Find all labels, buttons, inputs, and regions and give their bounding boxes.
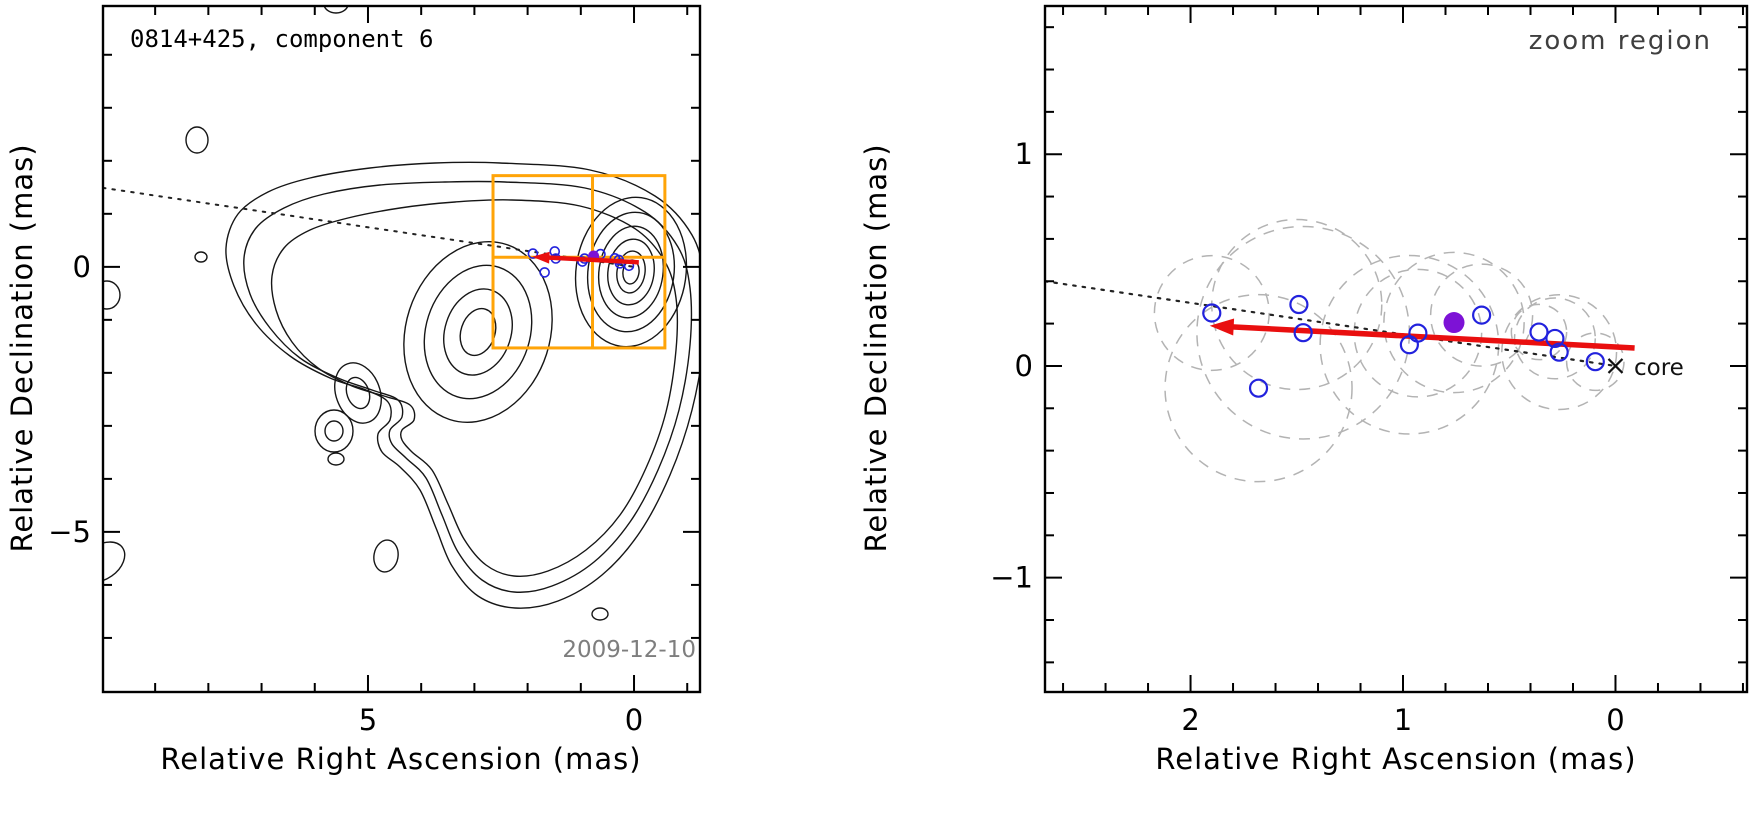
epoch-point bbox=[539, 267, 550, 278]
contour-envelope bbox=[270, 199, 679, 577]
contour-blob bbox=[327, 452, 345, 466]
component-size-circle bbox=[1383, 251, 1525, 394]
y-tick-label: 0 bbox=[73, 250, 91, 284]
epoch-point bbox=[1293, 323, 1313, 343]
component-size-circle bbox=[1513, 297, 1597, 380]
epoch-point bbox=[527, 248, 539, 259]
core-label: core bbox=[1634, 355, 1684, 381]
contour-blob bbox=[323, 6, 349, 14]
velocity-arrow-head bbox=[1209, 318, 1235, 336]
epoch-point bbox=[1585, 352, 1605, 372]
component-size-circle bbox=[1510, 303, 1568, 361]
zoom-box bbox=[491, 174, 667, 350]
contour-envelope bbox=[225, 161, 700, 609]
contour-blob bbox=[373, 539, 399, 573]
panel-border bbox=[1043, 4, 1749, 694]
epoch-point bbox=[1549, 342, 1569, 362]
jet-ridge-dotted-line bbox=[1045, 280, 1617, 368]
y-tick-label: −5 bbox=[48, 515, 91, 549]
contour-west-core bbox=[607, 238, 655, 306]
left-xaxis-label: Relative Right Ascension (mas) bbox=[160, 742, 641, 776]
component-size-circle bbox=[1319, 254, 1500, 435]
contour-blob bbox=[103, 280, 121, 310]
contour-blob bbox=[345, 376, 371, 410]
contour-east-lobe bbox=[443, 288, 513, 376]
component-size-circle bbox=[1501, 294, 1618, 411]
contour-west-core bbox=[597, 225, 665, 319]
contour-west-core bbox=[586, 211, 676, 333]
epoch-point bbox=[1408, 323, 1428, 343]
x-tick-label: 0 bbox=[1606, 703, 1624, 737]
y-tick-label: 1 bbox=[1015, 137, 1033, 171]
x-tick-label: 0 bbox=[625, 703, 643, 737]
contour-east-lobe bbox=[403, 241, 553, 423]
zoom-panel-frame: 2 1 0 1 0 −1 bbox=[990, 4, 1749, 737]
component-size-circle bbox=[1164, 293, 1353, 483]
epoch-point bbox=[1529, 322, 1549, 342]
map-title: 0814+425, component 6 bbox=[130, 25, 433, 53]
zoom-region-label: zoom region bbox=[1529, 26, 1712, 56]
left-yaxis-label: Relative Declination (mas) bbox=[5, 143, 39, 552]
contour-envelope bbox=[243, 180, 693, 593]
contour-map bbox=[103, 6, 700, 621]
x-tick-label: 5 bbox=[359, 703, 377, 737]
x-tick-label: 1 bbox=[1394, 703, 1412, 737]
left-panel-frame: 5 0 0 −5 bbox=[48, 4, 702, 737]
component-size-circle bbox=[1353, 268, 1483, 398]
y-tick-label: 0 bbox=[1015, 349, 1033, 383]
contour-blob bbox=[194, 251, 208, 263]
right-xaxis-label: Relative Right Ascension (mas) bbox=[1155, 742, 1636, 776]
left-panel-marks bbox=[103, 174, 667, 350]
contour-blob bbox=[185, 126, 209, 154]
zoom-panel-marks bbox=[1045, 218, 1635, 483]
contour-blob bbox=[103, 541, 126, 583]
contour-east-lobe bbox=[423, 264, 533, 400]
contour-west-core bbox=[574, 196, 688, 348]
epoch-point bbox=[1202, 303, 1222, 323]
epoch-point bbox=[1248, 378, 1269, 398]
core-marker bbox=[1607, 358, 1624, 374]
panel-border bbox=[101, 4, 702, 694]
contour-west-core bbox=[616, 250, 646, 294]
velocity-arrow-head bbox=[532, 251, 550, 264]
contour-blob bbox=[591, 607, 609, 621]
epoch-date-label: 2009-12-10 bbox=[562, 637, 696, 663]
x-tick-label: 2 bbox=[1181, 703, 1199, 737]
component-size-circle bbox=[1153, 254, 1270, 372]
y-tick-label: −1 bbox=[990, 561, 1033, 595]
component-marker bbox=[1443, 312, 1465, 334]
right-yaxis-label: Relative Declination (mas) bbox=[859, 143, 893, 552]
component-size-circle bbox=[1429, 263, 1534, 367]
contour-blob bbox=[324, 420, 344, 442]
epoch-point bbox=[1289, 294, 1309, 315]
contour-blob bbox=[314, 409, 354, 453]
velocity-arrow-shaft bbox=[1231, 324, 1635, 351]
contour-blob bbox=[334, 362, 382, 424]
epoch-point bbox=[1472, 305, 1492, 325]
component-size-circle bbox=[1565, 332, 1625, 392]
epoch-point bbox=[1545, 328, 1565, 349]
velocity-arrow-shaft bbox=[547, 255, 639, 265]
